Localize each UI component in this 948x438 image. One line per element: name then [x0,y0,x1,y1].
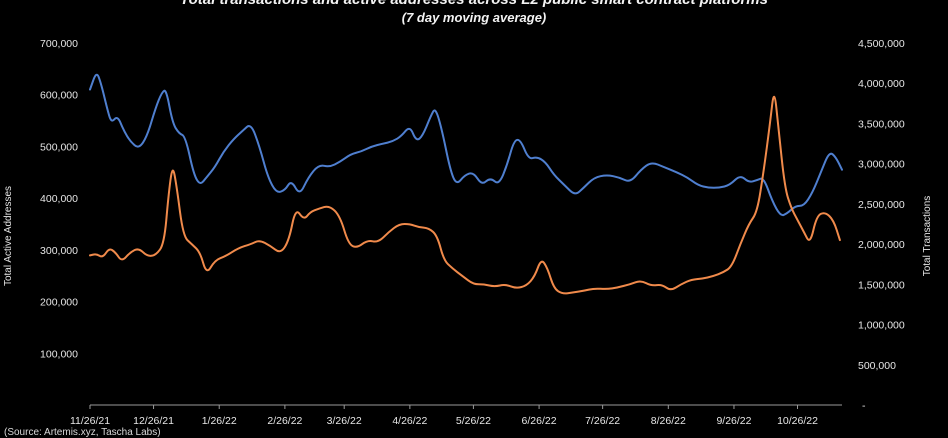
x-tick-label: 11/26/21 [70,415,110,427]
x-tick-label: 8/26/22 [651,415,686,427]
x-tick-label: 7/26/22 [585,415,620,427]
left-tick-label: 100,000 [40,348,78,360]
transactions-line [89,95,841,295]
left-y-axis: 100,000 200,000 300,000 400,000 500,000 600,0… [40,38,78,360]
right-axis-label: Total Transactions [922,196,933,277]
chart-subtitle: (7 day moving average) [401,10,547,25]
x-tick-label: 12/26/21 [133,415,174,427]
x-tick-label: 4/26/22 [392,415,427,427]
right-tick-label: 4,500,000 [858,38,905,50]
x-tick-label: 9/26/22 [716,415,751,427]
left-tick-label: 400,000 [40,193,78,205]
right-tick-label: 4,000,000 [858,78,905,90]
x-tick-label: 3/26/22 [327,415,362,427]
x-tick-label: 1/26/22 [202,415,237,427]
left-tick-label: 700,000 [40,38,78,50]
x-tick-label: 6/26/22 [522,415,557,427]
left-tick-label: 300,000 [40,245,78,257]
right-tick-label: 500,000 [858,360,896,372]
right-tick-label: 2,000,000 [858,239,905,251]
x-tick-label: 5/26/22 [456,415,491,427]
active-addresses-line [89,73,843,217]
series-layer [89,73,843,295]
source-note: (Source: Artemis.xyz, Tascha Labs) [4,427,161,438]
right-tick-label: - [862,400,866,412]
left-tick-label: 600,000 [40,90,78,102]
x-tick-label: 2/26/22 [267,415,302,427]
right-y-axis: - 500,000 1,000,000 1,500,000 2,000,000 2,500… [858,38,905,412]
right-tick-label: 2,500,000 [858,199,905,211]
right-tick-label: 1,000,000 [858,320,905,332]
left-tick-label: 500,000 [40,141,78,153]
right-tick-label: 1,500,000 [858,279,905,291]
chart-title: Total transactions and active addresses … [0,0,948,8]
right-tick-label: 3,500,000 [858,118,905,130]
x-axis: 11/26/21 12/26/21 1/26/22 2/26/22 3/26/22 4/2… [70,404,842,427]
x-tick-label: 10/26/22 [777,415,818,427]
left-axis-label: Total Active Addresses [3,186,14,286]
left-tick-label: 200,000 [40,297,78,309]
right-tick-label: 3,000,000 [858,159,905,171]
